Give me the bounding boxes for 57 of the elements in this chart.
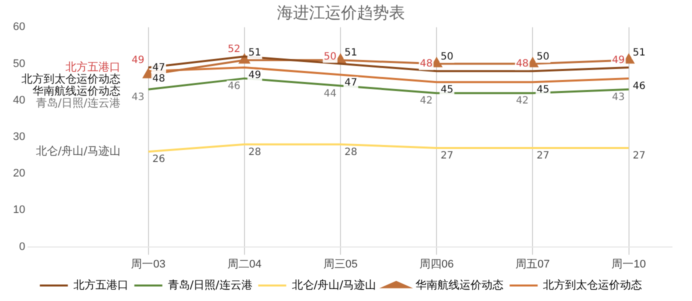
legend-label: 北方到太仓运价动态 <box>543 278 642 292</box>
point <box>623 54 634 64</box>
x-tick-label: 周二04 <box>227 258 262 270</box>
y-tick-label: 10 <box>12 204 26 216</box>
data-label: 51 <box>632 48 646 59</box>
data-label: 44 <box>324 88 337 100</box>
data-label: 45 <box>536 84 550 96</box>
data-label: 43 <box>612 92 625 104</box>
data-label: 28 <box>344 146 358 158</box>
data-label: 50 <box>440 51 454 62</box>
data-label: 27 <box>632 150 646 162</box>
legend-label: 华南航线运价动态 <box>416 278 504 292</box>
x-tick-label: 周五07 <box>516 258 550 270</box>
data-label: 48 <box>516 58 529 70</box>
legend-label: 北仑/舟山/马迹山 <box>292 278 376 292</box>
chart-title: 海进江运价趋势表 <box>277 2 405 22</box>
legend-label: 北方五港口 <box>73 278 128 292</box>
data-label: 49 <box>132 55 144 66</box>
data-label: 48 <box>420 58 433 70</box>
data-label: 46 <box>632 81 646 92</box>
text: 青岛/日照/连云港 <box>36 96 120 110</box>
data-label: 51 <box>344 48 358 59</box>
x-tick-label: 周四06 <box>419 258 454 270</box>
y-tick-label: 50 <box>12 58 26 70</box>
point <box>143 68 154 78</box>
data-label: 46 <box>228 81 240 92</box>
data-label: 49 <box>612 55 625 66</box>
text: 北方到太仓运价动态 <box>21 72 120 86</box>
data-label: 50 <box>536 51 550 62</box>
data-label: 47 <box>344 77 358 88</box>
y-tick-label: 60 <box>12 21 26 34</box>
x-tick-label: 周一03 <box>131 258 166 270</box>
y-tick-label: 30 <box>12 131 26 144</box>
data-label: 51 <box>248 48 262 59</box>
data-label: 43 <box>132 92 144 104</box>
data-label: 50 <box>324 51 337 62</box>
legend-label: 青岛/日照/连云港 <box>168 278 252 292</box>
data-label: 48 <box>152 74 166 85</box>
x-tick-label: 周一10 <box>612 258 646 270</box>
text: 北仑/舟山/马迹山 <box>36 144 120 158</box>
data-label: 42 <box>516 96 529 107</box>
text: 华南航线运价动态 <box>32 84 120 98</box>
y-tick-label: 40 <box>12 94 26 106</box>
y-tick-label: 0 <box>19 240 26 253</box>
text: 北方五港口 <box>65 60 120 74</box>
x-tick-label: 周三05 <box>323 258 358 270</box>
point <box>431 58 442 68</box>
data-label: 49 <box>248 70 262 82</box>
data-label: 26 <box>152 154 166 166</box>
data-label: 27 <box>536 150 550 162</box>
data-label: 28 <box>248 146 262 158</box>
data-label: 52 <box>228 44 240 56</box>
data-label: 42 <box>420 96 433 107</box>
data-label: 45 <box>440 84 454 96</box>
data-label: 27 <box>440 150 454 162</box>
data-label: 47 <box>152 62 166 74</box>
y-tick-label: 20 <box>12 168 26 180</box>
